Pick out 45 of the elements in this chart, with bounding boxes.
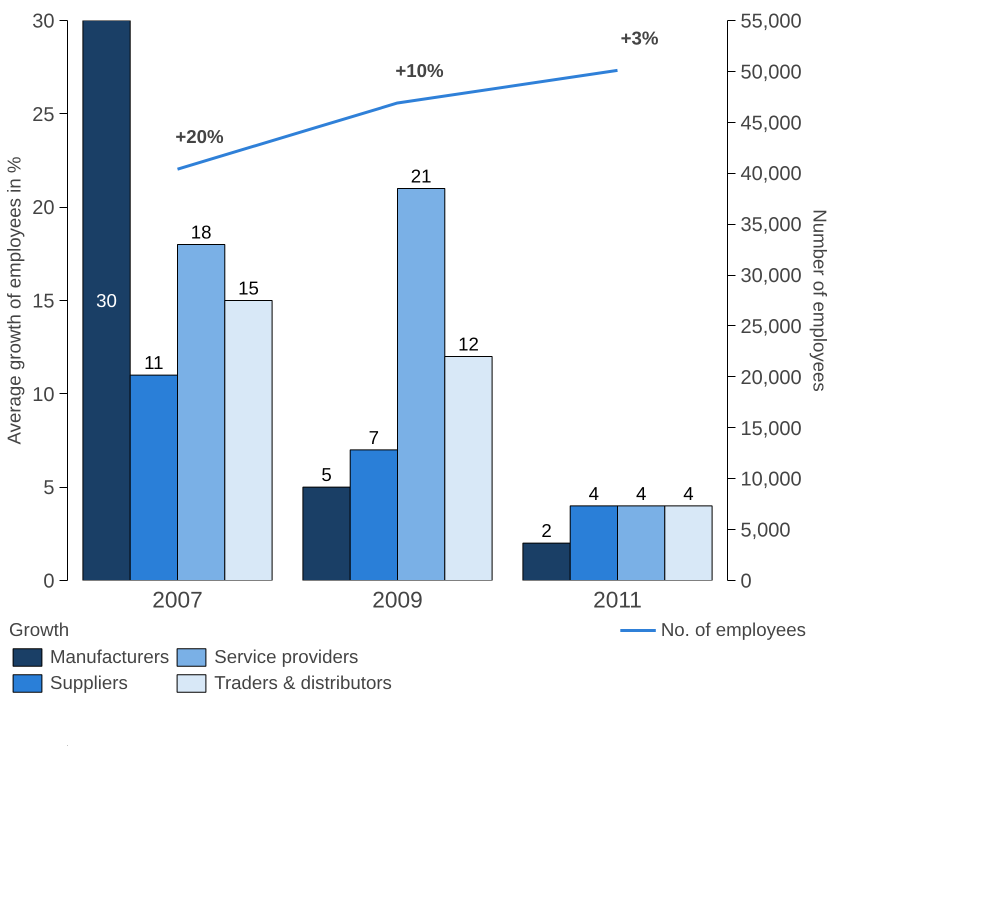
x-tick-label: 2011 (593, 586, 642, 612)
legend-label: Manufacturers (50, 646, 170, 668)
annotation: +3% (620, 27, 659, 48)
y-tick-label: 30 (32, 10, 55, 32)
y-tick-label: 25 (32, 104, 55, 126)
x-tick-label: 2009 (372, 586, 423, 612)
data-label: 18 (190, 222, 212, 242)
y2-tick-label: 45,000 (740, 112, 802, 134)
y-tick-label: 15 (32, 290, 55, 312)
y2-tick-label: 35,000 (740, 214, 802, 236)
legend-label: Suppliers (50, 672, 128, 694)
y2-tick-label: 0 (740, 570, 752, 592)
y2-tick-label: 50,000 (740, 61, 802, 84)
y-tick-label: 10 (32, 384, 55, 406)
data-label: 5 (321, 464, 332, 486)
data-label: 2 (541, 520, 552, 542)
data-label: 30 (96, 290, 117, 311)
y2-tick-label: 55,000 (740, 10, 802, 32)
y2-tick-label: 15,000 (740, 418, 802, 440)
legend-title: Growth (9, 619, 70, 641)
data-label: 7 (368, 426, 380, 448)
y2-tick-label: 30,000 (740, 265, 802, 288)
data-label: 4 (683, 482, 694, 504)
legend-label: No. of employees (660, 619, 806, 641)
annotation: +10% (395, 60, 444, 81)
y2-tick-label: 20,000 (740, 366, 802, 389)
y-axis-title: Average growth of employees in % (3, 156, 24, 444)
data-label: 11 (144, 352, 164, 374)
data-label: 12 (458, 334, 479, 354)
y2-tick-label: 40,000 (740, 163, 802, 186)
data-label: 4 (636, 482, 646, 504)
y-tick-label: 20 (32, 197, 55, 220)
y2-tick-label: 10,000 (740, 468, 802, 491)
y-tick-label: 5 (43, 477, 54, 500)
legend-label: Service providers (214, 646, 358, 668)
annotation: +20% (175, 126, 224, 148)
y2-tick-label: 25,000 (740, 316, 802, 338)
data-label: 21 (410, 166, 432, 186)
y2-axis-title: Number of employees (810, 209, 831, 392)
x-tick-label: 2007 (152, 586, 203, 612)
data-label: 15 (238, 278, 259, 298)
legend-label: Traders & distributors (214, 672, 392, 694)
data-label: 4 (588, 482, 600, 504)
y-tick-label: 0 (43, 570, 54, 592)
y2-tick-label: 5,000 (740, 520, 791, 542)
